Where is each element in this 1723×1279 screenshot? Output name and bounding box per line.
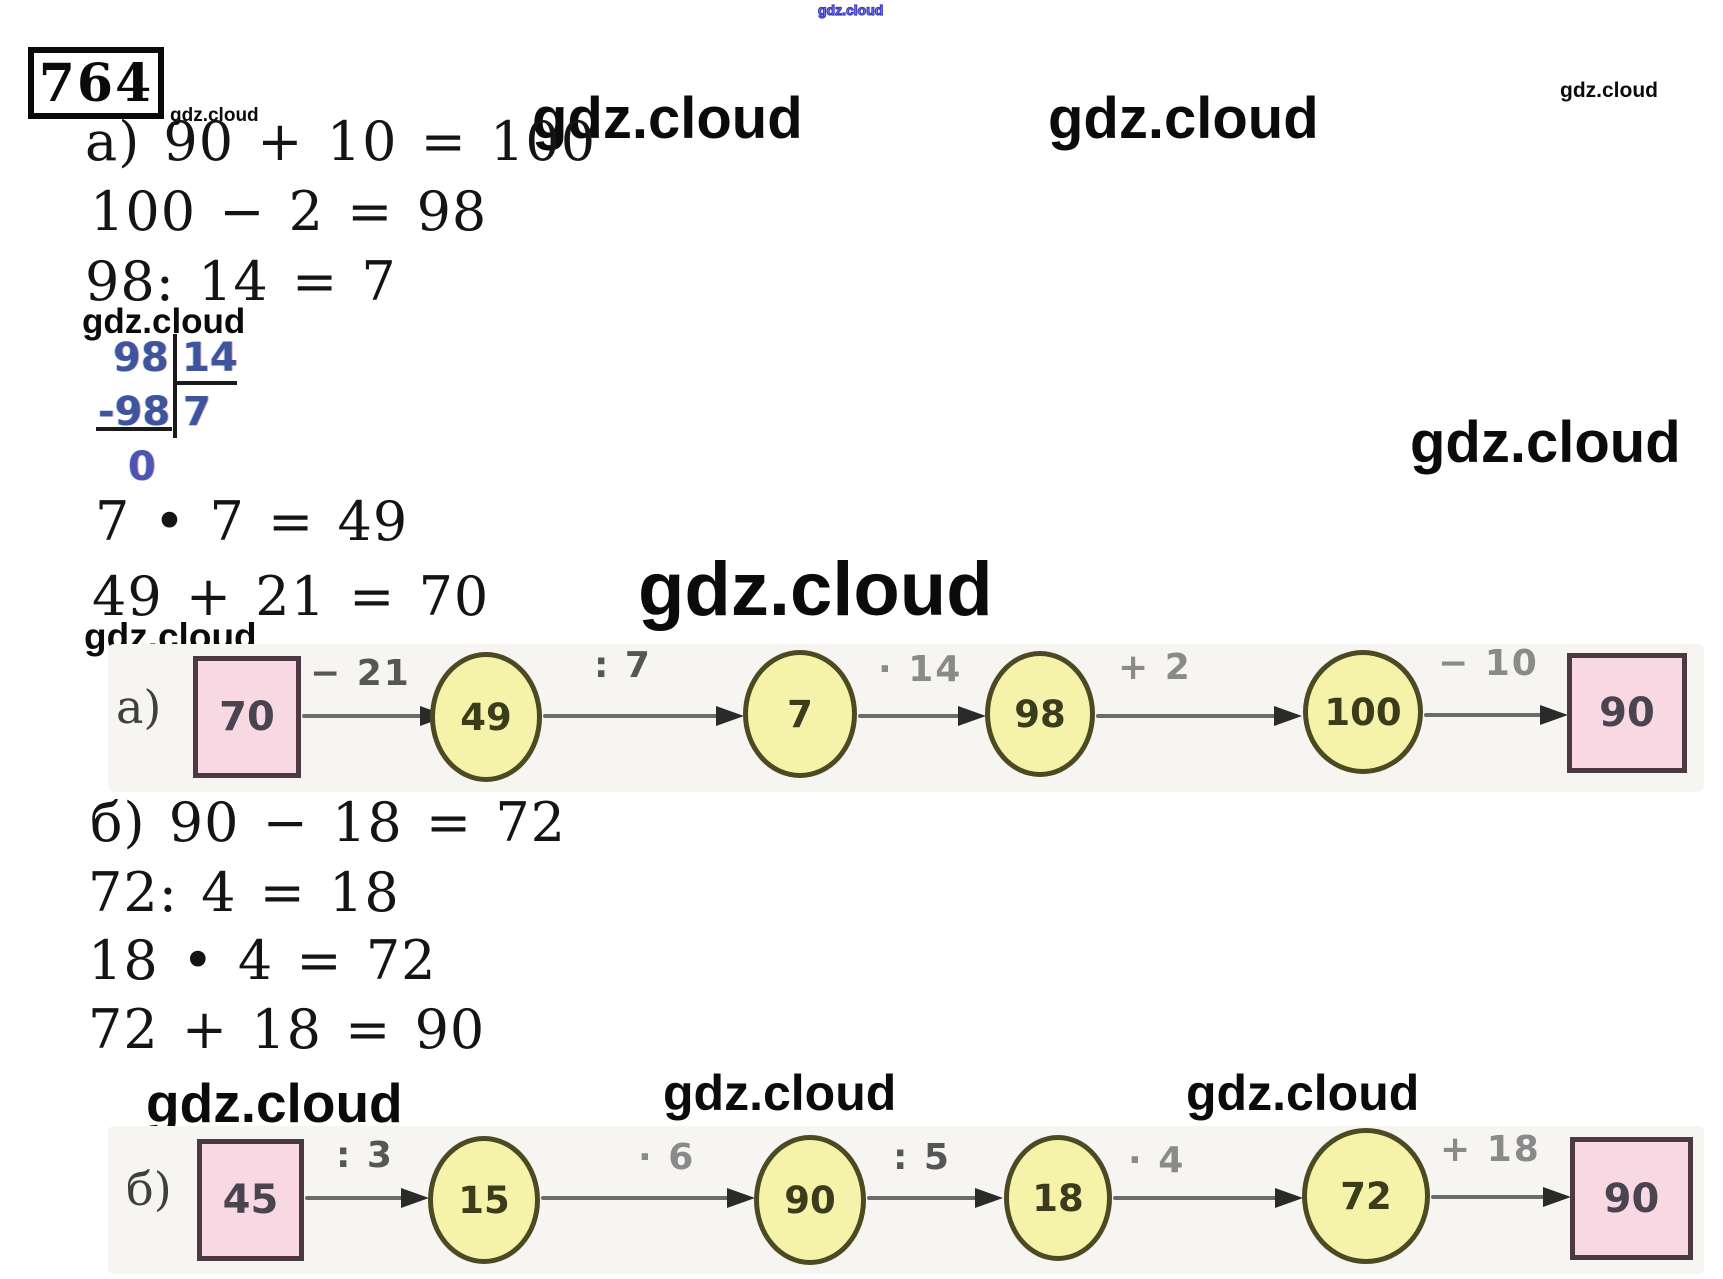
arrow-line bbox=[541, 1196, 731, 1200]
chain-a-node2-circle: 7 bbox=[743, 650, 857, 778]
problem-number: 764 bbox=[38, 52, 154, 114]
chain-a-op2: : 7 bbox=[594, 645, 652, 686]
chain-a-op1: − 21 bbox=[310, 653, 411, 694]
chain-b-start-value: 45 bbox=[222, 1177, 279, 1223]
chain-a-op3: · 14 bbox=[878, 649, 963, 690]
equation-a5: 49 + 21 = 70 bbox=[92, 565, 490, 628]
arrow-head-icon bbox=[975, 1188, 1003, 1208]
chain-b-start-box: 45 bbox=[197, 1139, 304, 1261]
equation-a1: а) 90 + 10 = 100 bbox=[85, 110, 597, 173]
chain-a-background bbox=[108, 644, 1704, 792]
watermark-right-mid: gdz.cloud bbox=[1410, 410, 1681, 475]
arrow-line bbox=[1431, 1195, 1547, 1199]
watermark-top-center: gdz.cloud bbox=[817, 2, 884, 18]
arrow-head-icon bbox=[1543, 1187, 1571, 1207]
arrow-line bbox=[543, 714, 719, 718]
watermark-division: gdz.cloud bbox=[82, 302, 246, 341]
watermark-top-right: gdz.cloud bbox=[1560, 79, 1658, 102]
watermark-under-number: gdz.cloud bbox=[170, 105, 259, 126]
chain-b-node3-value: 18 bbox=[1032, 1176, 1084, 1220]
chain-a-start-box: 70 bbox=[193, 656, 301, 778]
chain-a-end-box: 90 bbox=[1567, 653, 1687, 773]
chain-a-end-value: 90 bbox=[1599, 690, 1655, 736]
arrow-head-icon bbox=[1275, 1188, 1303, 1208]
chain-b-node2-value: 90 bbox=[784, 1178, 836, 1222]
division-dividend: 98 bbox=[113, 335, 169, 381]
equation-a3: 98: 14 = 7 bbox=[85, 250, 397, 313]
watermark-center-huge: gdz.cloud bbox=[638, 547, 993, 632]
chain-b-node4-value: 72 bbox=[1340, 1174, 1392, 1218]
chain-b-op1: : 3 bbox=[336, 1135, 394, 1176]
equation-b1: б) 90 − 18 = 72 bbox=[90, 791, 567, 854]
watermark-top-2: gdz.cloud bbox=[1048, 86, 1319, 151]
watermark-bottom-left: gdz.cloud bbox=[146, 1072, 403, 1134]
arrow-line bbox=[305, 1196, 405, 1200]
division-divisor: 14 bbox=[182, 335, 238, 381]
arrow-head-icon bbox=[401, 1188, 429, 1208]
arrow-head-icon bbox=[958, 706, 986, 726]
chain-b-node2-circle: 90 bbox=[754, 1135, 866, 1265]
division-underline bbox=[96, 427, 172, 431]
equation-a4: 7 • 7 = 49 bbox=[95, 490, 409, 553]
chain-b-op3: : 5 bbox=[893, 1137, 951, 1178]
division-remainder: 0 bbox=[128, 444, 156, 490]
chain-a-start-value: 70 bbox=[219, 694, 275, 740]
chain-b-op4: · 4 bbox=[1128, 1140, 1186, 1181]
arrow-line bbox=[858, 714, 962, 718]
chain-b-op2: · 6 bbox=[638, 1137, 696, 1178]
chain-a-label: а) bbox=[116, 680, 162, 734]
arrow-line bbox=[302, 714, 424, 718]
chain-a-node3-value: 98 bbox=[1014, 692, 1066, 736]
arrow-head-icon bbox=[1540, 705, 1568, 725]
watermark-bottom-right: gdz.cloud bbox=[1186, 1065, 1420, 1121]
arrow-line bbox=[1113, 1196, 1279, 1200]
chain-b-node1-circle: 15 bbox=[428, 1136, 540, 1264]
arrow-head-icon bbox=[716, 706, 744, 726]
chain-a-node3-circle: 98 bbox=[985, 651, 1095, 777]
chain-b-node3-circle: 18 bbox=[1004, 1135, 1112, 1261]
chain-b-op5: + 18 bbox=[1440, 1129, 1541, 1170]
chain-b-end-box: 90 bbox=[1570, 1137, 1693, 1260]
division-subtrahend: -98 bbox=[98, 389, 171, 435]
problem-number-box: 764 bbox=[28, 47, 164, 119]
chain-b-label: б) bbox=[126, 1162, 172, 1216]
chain-a-op4: + 2 bbox=[1118, 647, 1192, 688]
chain-a-node1-value: 49 bbox=[460, 695, 512, 739]
chain-b-node4-circle: 72 bbox=[1302, 1128, 1430, 1264]
equation-b3: 18 • 4 = 72 bbox=[88, 929, 437, 992]
watermark-top-1: gdz.cloud bbox=[532, 86, 803, 151]
chain-a-node1-circle: 49 bbox=[430, 652, 542, 782]
division-vertical-line bbox=[173, 334, 177, 438]
chain-a-node4-circle: 100 bbox=[1303, 650, 1423, 774]
equation-b4: 72 + 18 = 90 bbox=[88, 998, 486, 1061]
watermark-bottom-mid: gdz.cloud bbox=[663, 1065, 897, 1121]
arrow-line bbox=[867, 1196, 979, 1200]
equation-b2: 72: 4 = 18 bbox=[88, 861, 400, 924]
chain-a-op5: − 10 bbox=[1438, 643, 1539, 684]
chain-b-background bbox=[108, 1126, 1704, 1274]
arrow-head-icon bbox=[1274, 706, 1302, 726]
division-quotient-line bbox=[177, 381, 237, 385]
arrow-line bbox=[1096, 714, 1278, 718]
chain-b-node1-value: 15 bbox=[458, 1178, 510, 1222]
arrow-line bbox=[1424, 713, 1544, 717]
division-quotient: 7 bbox=[183, 389, 211, 435]
arrow-head-icon bbox=[727, 1188, 755, 1208]
equation-a2: 100 − 2 = 98 bbox=[90, 180, 488, 243]
chain-a-node4-value: 100 bbox=[1324, 690, 1402, 734]
chain-a-node2-value: 7 bbox=[787, 692, 813, 736]
chain-b-end-value: 90 bbox=[1603, 1175, 1660, 1222]
